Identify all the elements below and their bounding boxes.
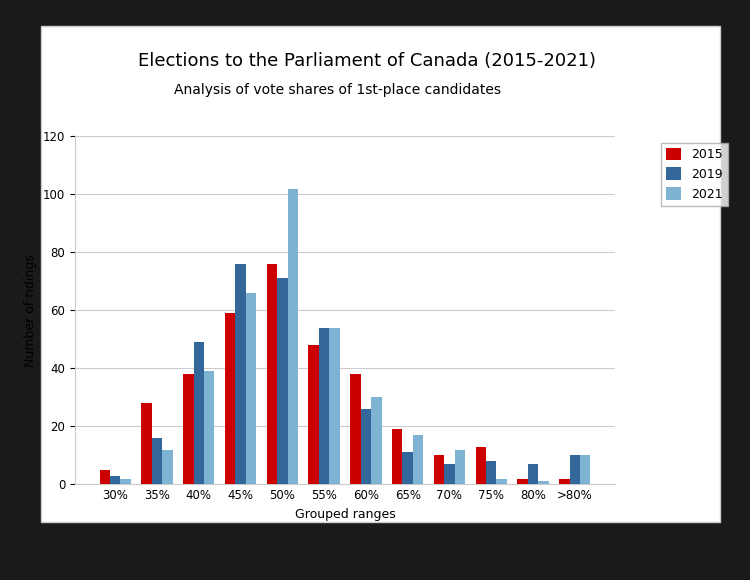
Bar bbox=[476, 447, 486, 484]
Bar bbox=[538, 481, 549, 484]
Bar bbox=[152, 438, 162, 484]
Bar bbox=[528, 464, 538, 484]
Bar bbox=[141, 403, 152, 484]
Bar bbox=[392, 429, 403, 484]
Bar bbox=[162, 450, 172, 484]
Bar bbox=[225, 313, 236, 484]
Bar bbox=[277, 278, 287, 484]
Bar bbox=[204, 371, 214, 484]
Bar bbox=[246, 293, 256, 484]
Text: Elections to the Parliament of Canada (2015-2021): Elections to the Parliament of Canada (2… bbox=[139, 52, 596, 70]
Bar bbox=[580, 455, 590, 484]
Bar bbox=[371, 397, 382, 484]
Y-axis label: Number of ridings: Number of ridings bbox=[24, 254, 38, 367]
Bar bbox=[350, 374, 361, 484]
Bar bbox=[518, 478, 528, 484]
Bar bbox=[308, 345, 319, 484]
Bar bbox=[486, 461, 496, 484]
Bar bbox=[267, 264, 277, 484]
Bar bbox=[361, 409, 371, 484]
Bar bbox=[454, 450, 465, 484]
Text: Analysis of vote shares of 1st-place candidates: Analysis of vote shares of 1st-place can… bbox=[174, 83, 501, 97]
Bar bbox=[236, 264, 246, 484]
Bar bbox=[194, 342, 204, 484]
Bar bbox=[569, 455, 580, 484]
Bar bbox=[183, 374, 194, 484]
Bar bbox=[433, 455, 444, 484]
Bar bbox=[403, 452, 413, 484]
Bar bbox=[287, 188, 298, 484]
Bar bbox=[559, 478, 569, 484]
X-axis label: Grouped ranges: Grouped ranges bbox=[295, 508, 395, 521]
Bar bbox=[100, 470, 110, 484]
Bar bbox=[319, 328, 329, 484]
Legend: 2015, 2019, 2021: 2015, 2019, 2021 bbox=[661, 143, 728, 206]
Bar bbox=[496, 478, 507, 484]
Bar bbox=[121, 478, 131, 484]
Bar bbox=[444, 464, 454, 484]
Bar bbox=[413, 435, 423, 484]
Bar bbox=[110, 476, 121, 484]
Bar bbox=[329, 328, 340, 484]
